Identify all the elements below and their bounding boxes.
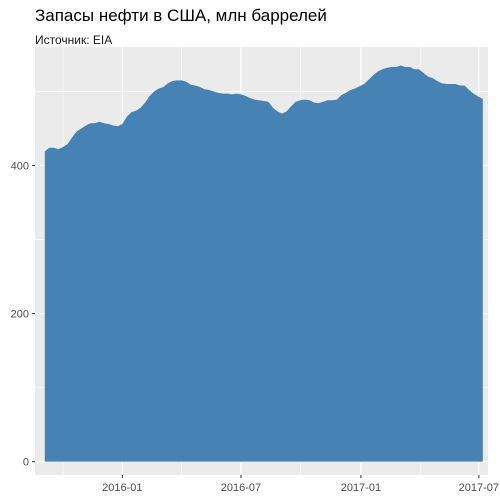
x-tick-label: 2016-07 xyxy=(221,482,261,494)
y-tick-label: 200 xyxy=(11,309,29,321)
x-tick-label: 2017-07 xyxy=(459,482,499,494)
y-tick-label: 0 xyxy=(23,457,29,469)
x-tick-label: 2017-01 xyxy=(341,482,381,494)
y-tick-label: 400 xyxy=(11,160,29,172)
area-series xyxy=(45,66,483,462)
x-tick-label: 2016-01 xyxy=(102,482,142,494)
